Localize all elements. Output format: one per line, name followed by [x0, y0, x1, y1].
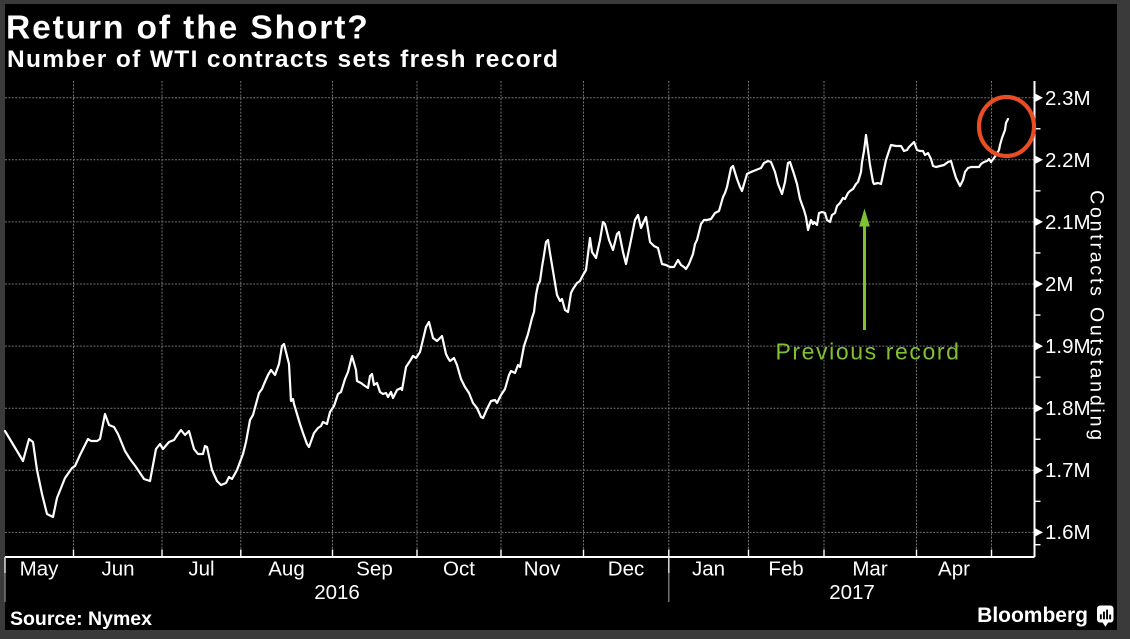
svg-text:Apr: Apr	[938, 558, 970, 581]
svg-text:Jan: Jan	[692, 558, 725, 581]
svg-text:Contracts Outstanding: Contracts Outstanding	[1086, 190, 1108, 443]
svg-text:2017: 2017	[829, 581, 875, 604]
svg-text:Oct: Oct	[443, 558, 475, 581]
svg-text:Return of the Short?: Return of the Short?	[6, 10, 370, 47]
svg-text:Dec: Dec	[608, 558, 644, 581]
svg-text:1.7M: 1.7M	[1045, 459, 1091, 482]
svg-text:2016: 2016	[314, 581, 360, 604]
svg-text:Source: Nymex: Source: Nymex	[10, 608, 152, 630]
svg-text:1.6M: 1.6M	[1045, 521, 1091, 544]
svg-text:Sep: Sep	[356, 558, 392, 581]
svg-text:2.3M: 2.3M	[1045, 87, 1091, 110]
svg-text:Jul: Jul	[188, 558, 214, 581]
svg-text:Number of WTI contracts sets f: Number of WTI contracts sets fresh recor…	[7, 46, 559, 73]
svg-text:Mar: Mar	[852, 558, 887, 581]
svg-text:Jun: Jun	[101, 558, 134, 581]
svg-text:2.2M: 2.2M	[1045, 149, 1091, 172]
svg-text:Previous record: Previous record	[775, 339, 960, 365]
svg-text:1.9M: 1.9M	[1045, 335, 1091, 358]
svg-text:Bloomberg: Bloomberg	[977, 604, 1088, 627]
svg-text:1.8M: 1.8M	[1045, 397, 1091, 420]
svg-text:Aug: Aug	[268, 558, 304, 581]
svg-text:2M: 2M	[1045, 273, 1073, 296]
svg-text:May: May	[20, 558, 59, 581]
svg-text:2.1M: 2.1M	[1045, 211, 1091, 234]
svg-text:Feb: Feb	[768, 558, 803, 581]
svg-text:Nov: Nov	[524, 558, 561, 581]
